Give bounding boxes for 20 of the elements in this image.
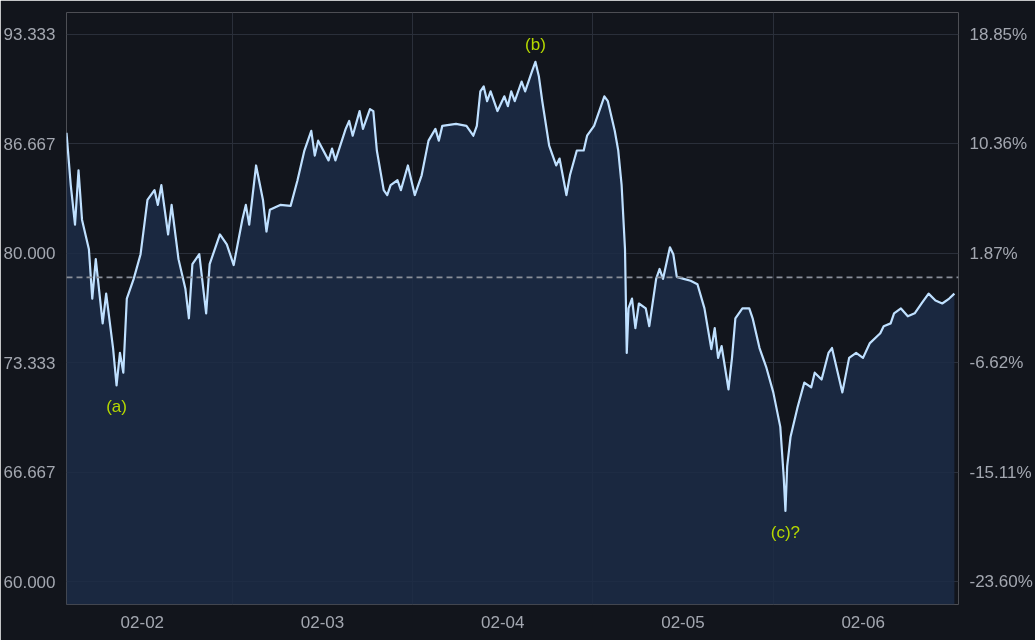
y-tick-label: 66.667 [3, 463, 56, 483]
x-tick-label: 02-03 [300, 612, 345, 632]
x-tick-label: 02-06 [841, 612, 885, 632]
annotation: (b) [525, 34, 546, 54]
y2-tick-label: -6.62% [969, 353, 1024, 373]
y2-tick-label: 10.36% [969, 134, 1028, 154]
y2-tick-label: 1.87% [969, 243, 1018, 263]
y-tick-label: 73.333 [3, 353, 56, 373]
x-tick-label: 02-04 [481, 612, 525, 632]
annotation: (a) [106, 397, 127, 417]
y2-tick-label: 18.85% [969, 24, 1028, 44]
y-tick-label: 86.667 [3, 134, 56, 154]
y2-tick-label: -15.11% [969, 462, 1032, 482]
y-tick-label: 60.000 [3, 572, 56, 592]
y-tick-label: 80.000 [3, 244, 56, 264]
x-tick-label: 02-05 [661, 612, 705, 632]
annotation: (c)? [770, 522, 801, 542]
y-tick-label: 93.333 [3, 25, 56, 45]
y2-tick-label: -23.60% [969, 572, 1033, 592]
x-tick-label: 02-02 [120, 612, 165, 632]
